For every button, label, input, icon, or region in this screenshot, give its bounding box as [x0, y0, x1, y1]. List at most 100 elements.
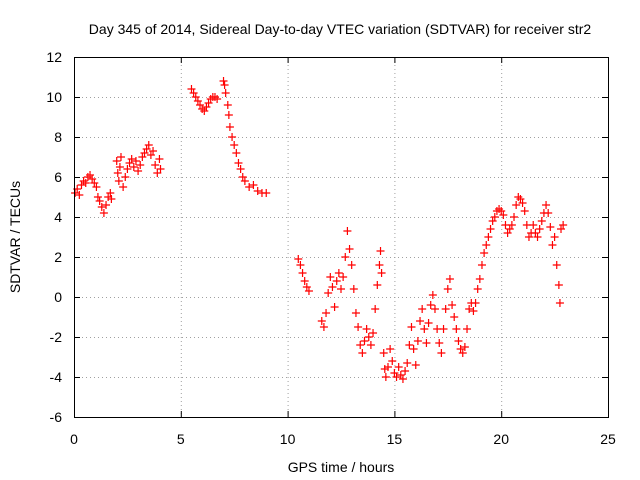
data-point [537, 217, 546, 225]
data-point [79, 177, 88, 185]
data-point [482, 241, 491, 249]
data-point [401, 367, 410, 375]
data-point [210, 93, 219, 101]
data-point [546, 223, 555, 231]
x-tick-label: 20 [493, 431, 509, 447]
data-point [189, 89, 198, 97]
data-point [151, 161, 160, 169]
y-tick-label: -6 [50, 409, 63, 425]
plot-frame [74, 57, 609, 418]
data-point [240, 177, 249, 185]
y-tick-label: 10 [46, 89, 62, 105]
data-point [341, 253, 350, 261]
data-point [422, 339, 431, 347]
data-point [477, 261, 486, 269]
data-point [334, 269, 343, 277]
data-point [300, 277, 309, 285]
data-point [77, 181, 86, 189]
data-point [503, 229, 512, 237]
data-point [337, 285, 345, 293]
data-point [430, 305, 439, 313]
data-point [381, 373, 390, 381]
data-point [373, 281, 382, 289]
y-tick-label: 4 [54, 209, 62, 225]
data-point [97, 203, 106, 211]
data-point [149, 147, 158, 155]
data-point [230, 141, 239, 149]
data-points [71, 77, 568, 383]
data-point [156, 165, 165, 173]
data-point [486, 225, 495, 233]
data-point [411, 361, 420, 369]
data-point [520, 207, 529, 215]
data-point [114, 177, 123, 185]
data-point [407, 323, 416, 331]
data-point [238, 173, 247, 181]
data-point [245, 183, 254, 191]
data-point [113, 169, 122, 177]
data-point [480, 249, 489, 257]
data-point [458, 349, 467, 357]
data-point [193, 97, 202, 105]
data-point [134, 167, 143, 175]
data-point [317, 317, 326, 325]
data-point [356, 341, 365, 349]
data-point [516, 195, 525, 203]
data-point [554, 281, 563, 289]
y-tick-label: 8 [54, 129, 62, 145]
data-point [116, 153, 125, 161]
data-point [510, 213, 519, 221]
data-point [413, 337, 422, 345]
data-point [529, 221, 538, 229]
data-point [392, 373, 401, 381]
data-point [443, 285, 452, 293]
x-tick-label: 15 [387, 431, 403, 447]
data-point [106, 189, 115, 197]
data-point [102, 201, 111, 209]
data-point [465, 305, 474, 313]
data-point [398, 375, 407, 383]
data-point [202, 103, 211, 111]
data-point [347, 261, 356, 269]
data-point [409, 345, 418, 353]
data-point [495, 205, 504, 213]
x-tick-label: 5 [177, 431, 185, 447]
data-point [196, 101, 205, 109]
data-point [75, 191, 84, 199]
data-point [249, 181, 258, 189]
data-point [450, 313, 459, 321]
data-point [339, 273, 348, 281]
data-point [514, 193, 523, 201]
y-tick-label: 6 [54, 169, 62, 185]
data-point [497, 207, 506, 215]
grid [74, 57, 608, 417]
data-point [326, 273, 335, 281]
data-point [228, 133, 237, 141]
data-point [426, 301, 435, 309]
data-point [90, 179, 99, 187]
y-tick-label: 0 [54, 289, 62, 305]
data-point [435, 339, 444, 347]
data-point [364, 333, 373, 341]
data-point [471, 299, 480, 307]
data-point [304, 287, 313, 295]
data-point [416, 317, 425, 325]
data-point [460, 343, 469, 351]
data-point [542, 201, 551, 209]
data-point [371, 305, 380, 313]
data-point [550, 233, 559, 241]
data-point [187, 85, 196, 93]
y-tick-label: 2 [54, 249, 62, 265]
y-tick-label: -4 [50, 369, 63, 385]
data-point [146, 151, 155, 159]
data-point [296, 261, 305, 269]
data-point [452, 325, 461, 333]
data-point [475, 275, 484, 283]
data-point [403, 359, 412, 367]
data-point [418, 305, 427, 313]
data-point [221, 89, 230, 97]
data-point [555, 299, 564, 307]
data-point [127, 155, 136, 163]
data-point [379, 349, 388, 357]
data-point [448, 301, 457, 309]
